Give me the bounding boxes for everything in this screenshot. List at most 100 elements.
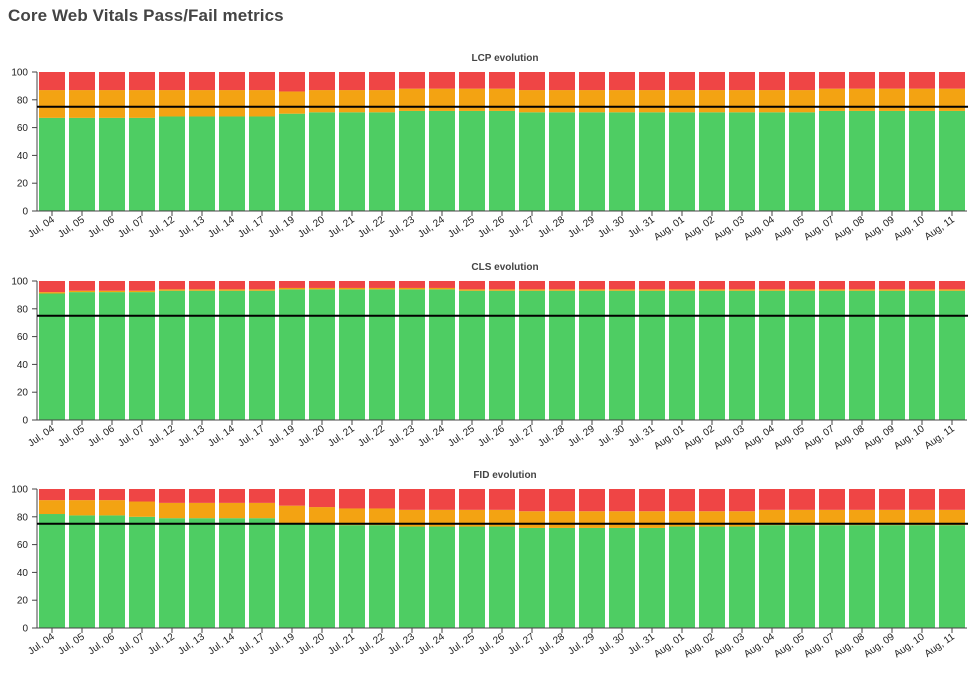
fid-bar-good (309, 523, 335, 628)
fid-x-tick-label: Jul, 20 (296, 631, 327, 657)
fid-bar-needs-improvement (189, 502, 215, 519)
cls-y-tick-label: 40 (17, 360, 29, 371)
lcp-bar-good (459, 110, 485, 211)
cls-bar-good (429, 289, 455, 420)
fid-bar-poor (849, 489, 875, 510)
lcp-x-tick-label: Jul, 13 (176, 214, 207, 240)
cls-bar-good (69, 292, 95, 420)
cls-bar-poor (729, 281, 755, 290)
lcp-x-tick-label: Jul, 23 (386, 214, 417, 240)
fid-bar-good (789, 525, 815, 628)
fid-bar-poor (429, 489, 455, 510)
lcp-bar-good (99, 117, 125, 211)
cls-bar-needs-improvement (849, 289, 875, 291)
fid-bar-good (279, 523, 305, 628)
lcp-x-tick-label: Jul, 22 (356, 214, 387, 240)
lcp-bar-needs-improvement (339, 90, 365, 113)
cls-bar-needs-improvement (789, 289, 815, 291)
fid-x-tick-label: Jul, 14 (206, 631, 237, 657)
fid-bar-poor (219, 489, 245, 503)
fid-bar-poor (99, 489, 125, 501)
lcp-x-tick-label: Jul, 21 (326, 214, 357, 240)
fid-bar-needs-improvement (309, 507, 335, 524)
fid-bar-good (459, 526, 485, 628)
cls-bar-good (879, 290, 905, 420)
lcp-bar-good (639, 112, 665, 211)
lcp-bar-needs-improvement (369, 90, 395, 113)
fid-bar-needs-improvement (639, 511, 665, 528)
cls-bar-poor (939, 281, 965, 290)
fid-bar-poor (909, 489, 935, 510)
cls-bar-poor (639, 281, 665, 290)
lcp-x-tick-label: Aug, 07 (802, 214, 837, 243)
cls-bar-needs-improvement (639, 289, 665, 291)
lcp-y-tick-label: 0 (22, 207, 28, 218)
fid-bar-good (669, 526, 695, 628)
lcp-x-tick-label: Jul, 28 (536, 214, 567, 240)
cls-y-tick-label: 80 (17, 304, 29, 315)
lcp-x-tick-label: Aug, 04 (742, 214, 777, 243)
cls-bar-good (489, 290, 515, 420)
fid-x-tick-label: Jul, 28 (536, 631, 567, 657)
cls-bar-needs-improvement (429, 287, 455, 290)
lcp-x-tick-label: Aug, 08 (832, 214, 867, 243)
lcp-bar-poor (219, 72, 245, 91)
lcp-bar-needs-improvement (549, 90, 575, 113)
fid-bar-poor (309, 489, 335, 508)
fid-bar-needs-improvement (759, 509, 785, 526)
lcp-bar-poor (879, 72, 905, 89)
cls-x-tick-label: Jul, 19 (266, 423, 297, 449)
cls-bar-poor (879, 281, 905, 290)
lcp-y-tick-label: 80 (17, 95, 29, 106)
fid-bar-needs-improvement (369, 508, 395, 526)
lcp-bar-needs-improvement (309, 90, 335, 113)
fid-bar-poor (819, 489, 845, 510)
fid-x-tick-label: Aug, 07 (802, 631, 837, 660)
cls-x-tick-label: Jul, 29 (566, 423, 597, 449)
cls-x-tick-label: Jul, 12 (146, 423, 177, 449)
fid-bar-needs-improvement (279, 505, 305, 524)
cls-bar-needs-improvement (879, 289, 905, 291)
cls-bar-good (639, 290, 665, 420)
cls-x-tick-label: Jul, 24 (416, 423, 447, 449)
lcp-bar-good (549, 112, 575, 211)
cls-bar-poor (369, 281, 395, 288)
cls-x-tick-label: Jul, 21 (326, 423, 357, 449)
fid-x-tick-label: Jul, 27 (506, 631, 537, 657)
fid-x-tick-label: Aug, 08 (832, 631, 867, 660)
lcp-bar-good (699, 112, 725, 211)
fid-x-tick-label: Jul, 19 (266, 631, 297, 657)
fid-bar-good (39, 514, 65, 628)
fid-x-tick-label: Aug, 04 (742, 631, 777, 660)
lcp-bar-poor (189, 72, 215, 91)
fid-bar-poor (399, 489, 425, 510)
fid-y-tick-label: 20 (17, 596, 29, 607)
lcp-bar-needs-improvement (219, 90, 245, 117)
cls-bar-poor (789, 281, 815, 290)
lcp-bar-poor (309, 72, 335, 91)
cls-bar-poor (279, 281, 305, 288)
cls-x-tick-label: Jul, 06 (86, 423, 117, 449)
lcp-x-tick-label: Aug, 11 (923, 214, 957, 243)
cls-bar-good (159, 290, 185, 420)
lcp-x-tick-label: Aug, 01 (652, 214, 687, 243)
fid-x-tick-label: Jul, 06 (86, 631, 117, 657)
cls-x-tick-label: Jul, 26 (476, 423, 507, 449)
cls-x-tick-label: Jul, 13 (176, 423, 207, 449)
fid-bar-needs-improvement (489, 509, 515, 527)
cls-bar-poor (219, 281, 245, 290)
lcp-bar-poor (669, 72, 695, 91)
cls-bar-good (759, 290, 785, 420)
cls-bar-good (819, 290, 845, 420)
lcp-bar-good (849, 110, 875, 211)
fid-bar-poor (639, 489, 665, 512)
cls-bar-needs-improvement (279, 287, 305, 290)
cls-bar-good (399, 289, 425, 420)
lcp-bar-good (129, 117, 155, 211)
lcp-x-tick-label: Aug, 03 (712, 214, 747, 243)
cls-bar-good (189, 290, 215, 420)
lcp-y-tick-label: 40 (17, 151, 29, 162)
cls-x-tick-label: Jul, 22 (356, 423, 387, 449)
lcp-bar-good (279, 113, 305, 211)
cls-bar-poor (489, 281, 515, 290)
